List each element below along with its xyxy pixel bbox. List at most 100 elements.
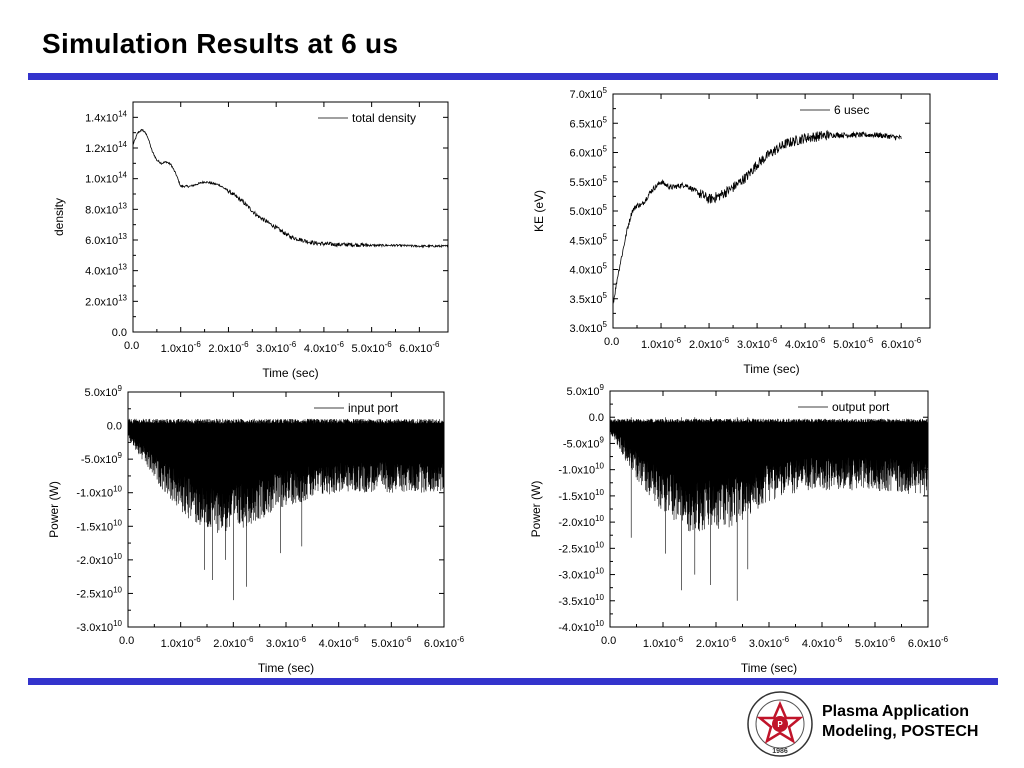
legend-label: output port xyxy=(832,400,890,414)
y-axis-label: KE (eV) xyxy=(532,190,546,232)
y-tick-label: 2.0x1013 xyxy=(85,293,127,308)
x-tick-exponent: -6 xyxy=(385,340,393,349)
chart-3: 0.0 1.0x10-6 2.0x10-6 3.0x10-6 4.0x10-6 5.0x1… xyxy=(47,384,465,675)
y-tick-exponent: 10 xyxy=(113,518,122,527)
y-tick-label: 1.4x1014 xyxy=(85,109,127,124)
x-tick-exponent: -6 xyxy=(432,340,440,349)
legend-label: input port xyxy=(348,401,399,415)
y-tick-exponent: 9 xyxy=(600,383,605,392)
y-tick-label: 1.0x1014 xyxy=(85,171,127,186)
x-axis-label: Time (sec) xyxy=(741,661,797,675)
series-line xyxy=(609,417,929,601)
series-line xyxy=(612,129,902,305)
y-axis-label: Power (W) xyxy=(529,481,543,538)
x-tick-label: 4.0x10-6 xyxy=(802,635,843,650)
y-tick-label: 5.5x105 xyxy=(570,174,608,189)
y-tick-label: 3.0x105 xyxy=(570,320,608,335)
y-tick-label: -3.0x1010 xyxy=(76,619,122,634)
y-tick-label: 5.0x105 xyxy=(570,203,608,218)
x-tick-label: 3.0x10-6 xyxy=(256,340,297,355)
y-tick-label: -2.0x1010 xyxy=(76,552,122,567)
x-axis-label: Time (sec) xyxy=(262,366,318,380)
x-tick-exponent: -6 xyxy=(941,635,949,644)
x-tick-exponent: -6 xyxy=(914,336,922,345)
y-tick-exponent: 13 xyxy=(118,201,127,210)
x-tick-label: 2.0x10-6 xyxy=(696,635,737,650)
logo-year: 1986 xyxy=(772,748,788,755)
x-tick-exponent: -6 xyxy=(404,635,412,644)
footer-org: Plasma Application Modeling, POSTECH xyxy=(822,702,978,742)
y-tick-exponent: 5 xyxy=(603,320,608,329)
x-tick-label: 0.0 xyxy=(124,340,139,352)
svg-text:P: P xyxy=(777,720,783,729)
y-tick-label: 4.5x105 xyxy=(570,232,608,247)
x-tick-exponent: -6 xyxy=(194,635,202,644)
x-tick-label: 3.0x10-6 xyxy=(266,635,307,650)
y-tick-exponent: 5 xyxy=(603,203,608,212)
x-tick-label: 2.0x10-6 xyxy=(213,635,254,650)
x-tick-exponent: -6 xyxy=(299,635,307,644)
y-tick-label: -2.5x1010 xyxy=(76,585,122,600)
y-tick-label: 4.0x105 xyxy=(570,262,608,277)
y-tick-label: 0.0 xyxy=(589,412,604,424)
x-tick-label: 5.0x10-6 xyxy=(833,336,874,351)
x-tick-label: 4.0x10-6 xyxy=(304,340,345,355)
y-tick-exponent: 5 xyxy=(603,145,608,154)
x-tick-label: 4.0x10-6 xyxy=(319,635,360,650)
y-axis-label: Power (W) xyxy=(47,481,61,538)
y-tick-exponent: 10 xyxy=(595,619,604,628)
x-tick-label: 1.0x10-6 xyxy=(161,340,202,355)
y-tick-label: 6.0x1013 xyxy=(85,232,127,247)
y-tick-label: -5.0x109 xyxy=(563,435,605,450)
chart-1: 0.0 1.0x10-6 2.0x10-6 3.0x10-6 4.0x10-6 5.0x1… xyxy=(52,101,449,380)
y-tick-exponent: 14 xyxy=(118,140,127,149)
y-tick-label: -2.5x1010 xyxy=(558,540,604,555)
y-tick-exponent: 5 xyxy=(603,174,608,183)
x-axis-label: Time (sec) xyxy=(258,661,314,675)
y-tick-exponent: 10 xyxy=(595,488,604,497)
y-tick-exponent: 10 xyxy=(595,462,604,471)
legend-label: total density xyxy=(352,111,416,125)
postech-logo-icon: P 1986 xyxy=(747,691,813,757)
y-tick-exponent: 10 xyxy=(595,540,604,549)
x-tick-exponent: -6 xyxy=(194,340,202,349)
x-tick-label: 5.0x10-6 xyxy=(855,635,896,650)
x-tick-exponent: -6 xyxy=(457,635,465,644)
chart-2: 0.0 1.0x10-6 2.0x10-6 3.0x10-6 4.0x10-6 5.0x1… xyxy=(532,86,931,376)
x-tick-exponent: -6 xyxy=(866,336,874,345)
footer-line-2: Modeling, POSTECH xyxy=(822,723,979,740)
y-tick-exponent: 5 xyxy=(603,115,608,124)
y-tick-exponent: 13 xyxy=(118,263,127,272)
y-tick-exponent: 10 xyxy=(595,593,604,602)
x-tick-label: 5.0x10-6 xyxy=(352,340,393,355)
x-tick-exponent: -6 xyxy=(729,635,737,644)
y-tick-exponent: 10 xyxy=(113,485,122,494)
y-tick-exponent: 14 xyxy=(118,109,127,118)
y-tick-label: -3.5x1010 xyxy=(558,593,604,608)
y-tick-label: -3.0x1010 xyxy=(558,567,604,582)
y-tick-label: 3.5x105 xyxy=(570,291,608,306)
y-tick-label: -5.0x109 xyxy=(81,451,123,466)
chart-4: 0.0 1.0x10-6 2.0x10-6 3.0x10-6 4.0x10-6 5.0x1… xyxy=(529,383,949,675)
y-tick-label: 7.0x105 xyxy=(570,86,608,101)
y-tick-label: -2.0x1010 xyxy=(558,514,604,529)
y-tick-exponent: 10 xyxy=(113,619,122,628)
y-tick-label: 5.0x109 xyxy=(85,384,123,399)
x-axis-label: Time (sec) xyxy=(743,362,799,376)
x-tick-exponent: -6 xyxy=(818,336,826,345)
x-tick-label: 1.0x10-6 xyxy=(161,635,202,650)
x-tick-label: 3.0x10-6 xyxy=(737,336,778,351)
top-divider xyxy=(28,73,998,80)
y-tick-exponent: 9 xyxy=(118,384,123,393)
x-tick-label: 5.0x10-6 xyxy=(371,635,412,650)
footer-line-1: Plasma Application xyxy=(822,703,969,720)
y-tick-exponent: 5 xyxy=(603,262,608,271)
x-tick-label: 4.0x10-6 xyxy=(785,336,826,351)
y-tick-exponent: 5 xyxy=(603,232,608,241)
y-tick-label: -1.5x1010 xyxy=(76,518,122,533)
x-tick-exponent: -6 xyxy=(674,336,682,345)
y-tick-exponent: 13 xyxy=(118,232,127,241)
x-tick-label: 6.0x10-6 xyxy=(424,635,465,650)
y-tick-exponent: 10 xyxy=(595,567,604,576)
